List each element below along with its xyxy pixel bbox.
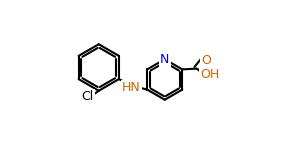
Text: Cl: Cl — [81, 90, 94, 103]
Text: HN: HN — [122, 81, 141, 94]
Text: O: O — [201, 54, 211, 67]
Text: OH: OH — [200, 68, 220, 81]
Text: N: N — [160, 53, 169, 66]
